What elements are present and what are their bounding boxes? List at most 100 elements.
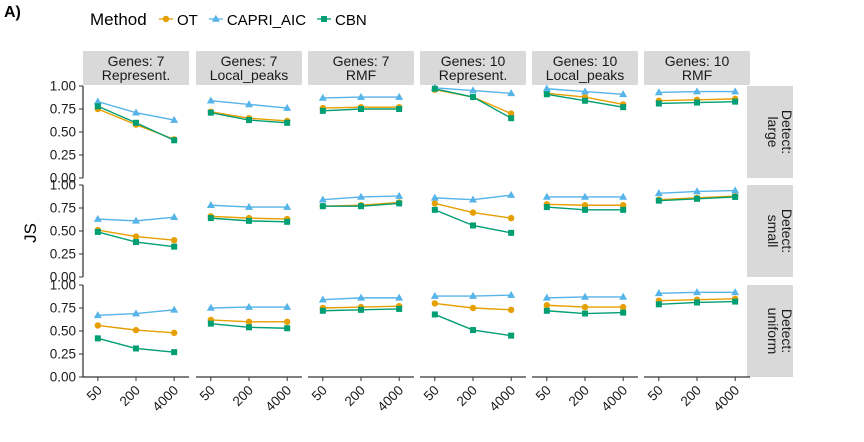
data-point bbox=[357, 293, 365, 301]
facet-panel bbox=[318, 92, 404, 114]
x-tick-label: 200 bbox=[230, 383, 257, 410]
row-strip-background bbox=[747, 86, 793, 178]
data-point bbox=[283, 202, 292, 210]
series-cbn bbox=[207, 215, 291, 225]
y-tick-label: 0.50 bbox=[50, 125, 76, 140]
x-tick-label: 4000 bbox=[486, 383, 518, 415]
data-point bbox=[283, 318, 291, 325]
series-capri-aic bbox=[206, 96, 292, 111]
data-point bbox=[732, 193, 739, 200]
y-tick-label: 0.00 bbox=[50, 171, 76, 186]
data-point bbox=[245, 100, 253, 108]
figure-label: A) bbox=[4, 4, 21, 21]
data-point bbox=[171, 137, 178, 144]
data-point bbox=[206, 303, 215, 311]
row-strip-label: Detect: bbox=[779, 209, 795, 253]
data-point bbox=[395, 92, 404, 100]
column-strip-background bbox=[644, 51, 750, 85]
facet-panel bbox=[654, 87, 740, 107]
series-capri-aic bbox=[542, 84, 628, 98]
data-point bbox=[543, 307, 550, 314]
legend-entry-ot: OT bbox=[159, 12, 198, 29]
series-cbn bbox=[319, 305, 403, 314]
data-point bbox=[693, 288, 701, 296]
series-cbn bbox=[94, 103, 178, 144]
facet-panel bbox=[430, 83, 516, 122]
x-tick-label: 50 bbox=[197, 383, 218, 404]
data-point bbox=[655, 197, 662, 204]
data-point bbox=[507, 306, 515, 314]
data-point bbox=[284, 119, 291, 126]
data-point bbox=[431, 206, 438, 213]
data-point bbox=[693, 87, 701, 95]
y-tick-label: 0.25 bbox=[50, 247, 76, 262]
series-cbn bbox=[655, 98, 739, 107]
y-tick-label: 0.00 bbox=[50, 370, 76, 385]
data-point bbox=[318, 295, 327, 303]
data-point bbox=[319, 203, 326, 210]
series-capri-aic bbox=[654, 186, 740, 197]
data-point bbox=[507, 190, 516, 198]
x-tick-label: 200 bbox=[454, 383, 481, 410]
data-point bbox=[732, 298, 739, 305]
data-point bbox=[170, 329, 178, 337]
column-strip-background bbox=[83, 51, 189, 85]
data-point bbox=[170, 115, 179, 123]
x-tick-label: 4000 bbox=[149, 383, 181, 415]
data-point bbox=[508, 332, 515, 339]
x-tick-label: 50 bbox=[309, 383, 330, 404]
data-point bbox=[94, 103, 101, 110]
y-tick-label: 1.00 bbox=[50, 178, 76, 193]
data-point bbox=[731, 186, 740, 194]
y-tick-label: 0.50 bbox=[50, 324, 76, 339]
column-strip-label: RMF bbox=[346, 67, 376, 83]
series-capri-aic bbox=[318, 92, 404, 101]
column-strip-background bbox=[420, 51, 526, 85]
x-axis: 50 200 4000 bbox=[308, 376, 414, 414]
data-point bbox=[319, 107, 326, 114]
data-point bbox=[245, 318, 253, 325]
y-axis: 0.00 0.25 0.50 0.75 1.00 bbox=[50, 278, 84, 385]
data-point bbox=[582, 206, 588, 213]
data-point bbox=[694, 195, 700, 202]
y-axis: 0.00 0.25 0.50 0.75 1.00 bbox=[50, 178, 84, 285]
column-strip-background bbox=[196, 51, 302, 85]
facet-panel bbox=[93, 213, 179, 250]
series-cbn bbox=[431, 311, 515, 339]
row-strip-label: large bbox=[765, 116, 781, 147]
data-point bbox=[732, 98, 739, 105]
data-point bbox=[283, 103, 292, 111]
data-point bbox=[542, 192, 551, 200]
y-tick-label: 1.00 bbox=[50, 278, 76, 293]
data-point bbox=[357, 192, 365, 200]
data-point bbox=[284, 325, 291, 332]
data-point bbox=[654, 189, 663, 197]
data-point bbox=[132, 108, 140, 116]
column-strip-background bbox=[308, 51, 414, 85]
data-point bbox=[581, 303, 589, 311]
data-point bbox=[133, 239, 139, 246]
row-strip: Detect:large bbox=[747, 86, 795, 178]
series-cbn bbox=[543, 91, 627, 111]
data-point bbox=[654, 289, 663, 297]
row-strip-label: uniform bbox=[765, 308, 781, 355]
row-strip-label: small bbox=[765, 215, 781, 248]
facet-panel bbox=[206, 96, 292, 126]
data-point bbox=[171, 349, 178, 356]
data-point bbox=[207, 109, 214, 116]
data-point bbox=[171, 243, 178, 250]
y-tick-label: 0.75 bbox=[50, 201, 76, 216]
series-capri-aic bbox=[206, 201, 292, 210]
y-tick-label: 0.75 bbox=[50, 301, 76, 316]
x-tick-label: 50 bbox=[421, 383, 442, 404]
x-tick-label: 50 bbox=[645, 383, 666, 404]
facet-panel bbox=[542, 84, 628, 111]
data-point bbox=[542, 84, 551, 92]
data-point bbox=[543, 204, 550, 211]
data-point bbox=[245, 302, 253, 310]
column-strip-background bbox=[532, 51, 638, 85]
data-point bbox=[246, 117, 252, 124]
